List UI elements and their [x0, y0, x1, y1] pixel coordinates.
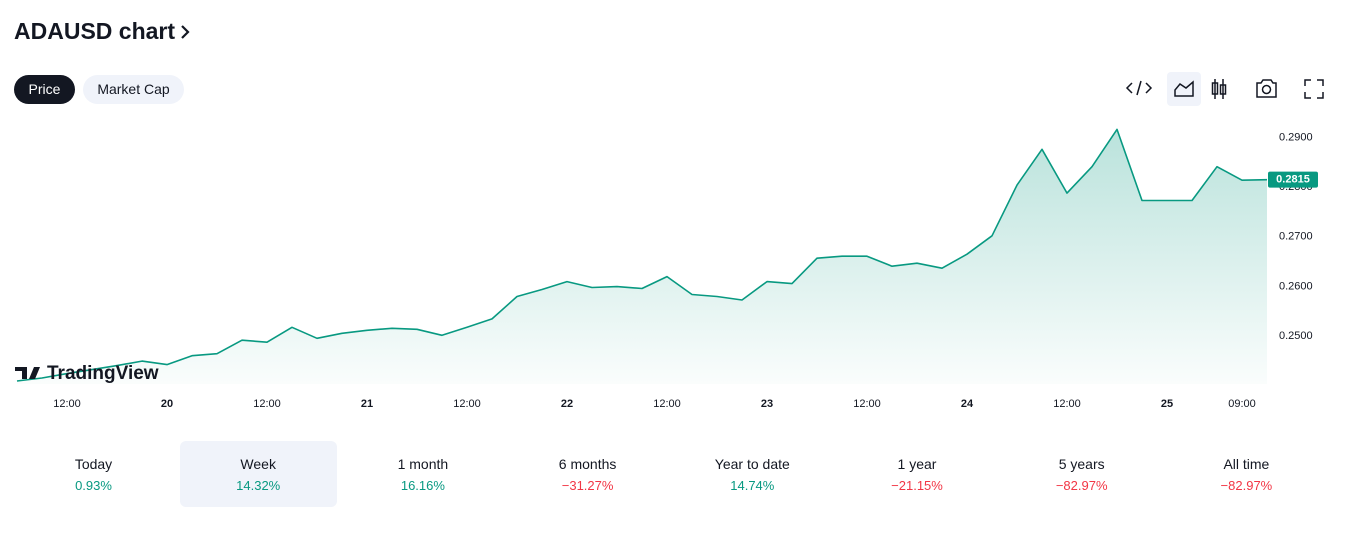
x-tick-label: 12:00	[53, 398, 81, 410]
y-tick-label: 0.2500	[1279, 330, 1313, 342]
period-label: Today	[74, 456, 113, 472]
period[interactable]: 1 year −21.15%	[839, 441, 996, 507]
x-tick-label: 20	[161, 398, 173, 410]
toolbar	[1125, 72, 1324, 106]
x-tick-label: 22	[561, 398, 573, 410]
period-label: 1 month	[397, 456, 449, 472]
watermark-logo	[15, 367, 40, 379]
period-change: −21.15%	[891, 478, 943, 493]
period[interactable]: 5 years −82.97%	[1003, 441, 1160, 507]
period-change: −82.97%	[1220, 478, 1273, 493]
period-change: −31.27%	[561, 478, 614, 493]
period-change: 14.32%	[236, 478, 281, 493]
tab[interactable]: Market Cap	[83, 75, 184, 104]
period[interactable]: Today 0.93%	[15, 441, 172, 507]
camera-icon[interactable]	[1256, 79, 1277, 98]
period[interactable]: Week 14.32%	[179, 441, 337, 507]
embed-icon[interactable]	[1125, 80, 1153, 96]
area-icon	[1174, 80, 1194, 97]
period-change: 16.16%	[400, 478, 445, 493]
area-fill	[17, 129, 1267, 384]
period[interactable]: 1 month 16.16%	[344, 441, 501, 507]
fullscreen-icon[interactable]	[1304, 79, 1324, 99]
period[interactable]: 6 months −31.27%	[509, 441, 666, 507]
period-label: All time	[1223, 456, 1270, 472]
area-chart-button[interactable]	[1167, 72, 1201, 106]
x-tick-label: 09:00	[1228, 398, 1256, 410]
chart: 0.25000.26000.27000.28000.290012:002012:…	[15, 128, 1318, 410]
x-tick-label: 12:00	[853, 398, 881, 410]
y-tick-label: 0.2600	[1279, 280, 1313, 292]
price-line	[16, 128, 1268, 382]
title: ADAUSD chart	[14, 18, 176, 44]
x-tick-label: 12:00	[653, 398, 681, 410]
watermark-text: TradingView	[47, 363, 159, 384]
x-tick-label: 12:00	[453, 398, 481, 410]
tab[interactable]: Price	[14, 75, 75, 104]
watermark: TradingView	[15, 363, 159, 384]
x-tick-label: 12:00	[253, 398, 281, 410]
x-tick-label: 12:00	[1053, 398, 1081, 410]
period-label: 6 months	[558, 456, 617, 472]
period-label: Week	[240, 456, 276, 472]
x-tick-label: 25	[1161, 398, 1173, 410]
y-tick-label: 0.2700	[1279, 231, 1313, 243]
price-label-box	[1268, 171, 1318, 188]
period-change: −82.97%	[1055, 478, 1108, 493]
y-tick-label: 0.2900	[1279, 131, 1313, 143]
period-label: 1 year	[897, 456, 937, 472]
candle-icon[interactable]	[1211, 79, 1227, 99]
period-label: 5 years	[1058, 456, 1105, 472]
period[interactable]: Year to date 14.74%	[674, 441, 831, 507]
price-label: 0.2815	[1276, 174, 1310, 186]
chevron-icon	[181, 24, 190, 39]
x-tick-label: 21	[361, 398, 373, 410]
period-change: 0.93%	[75, 478, 112, 493]
period-change: 14.74%	[730, 478, 775, 493]
title-row[interactable]: ADAUSD chart	[14, 18, 191, 45]
period-label: Year to date	[714, 456, 790, 472]
period[interactable]: All time −82.97%	[1168, 441, 1325, 507]
period-row: Today 0.93% Week 14.32% 1 month 16.16% 6 month…	[15, 441, 1333, 507]
x-tick-label: 24	[961, 398, 974, 410]
x-tick-label: 23	[761, 398, 773, 410]
